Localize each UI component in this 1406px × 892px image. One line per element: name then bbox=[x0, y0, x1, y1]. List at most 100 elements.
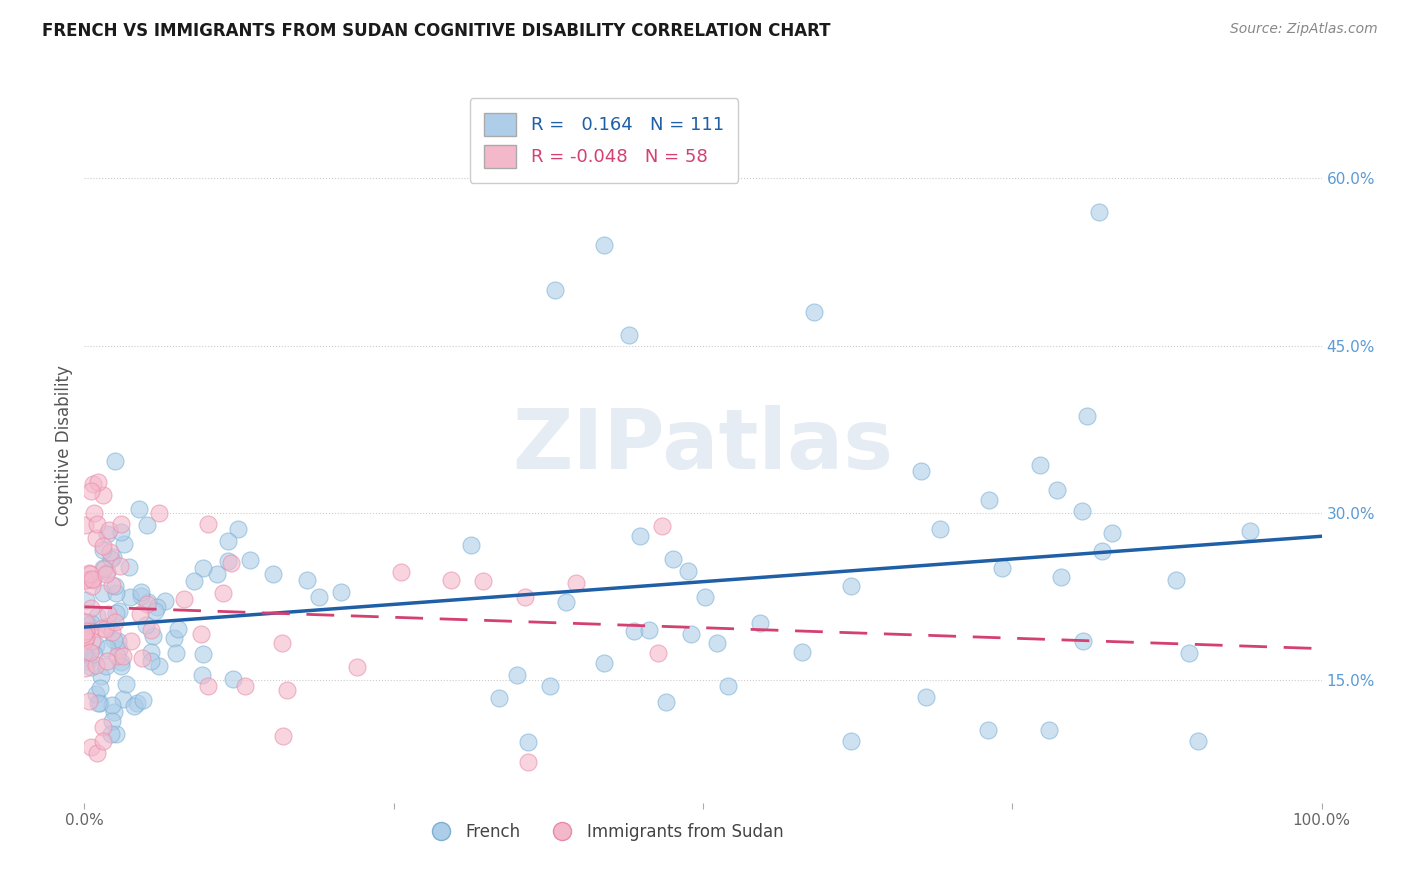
Point bbox=[73, 517, 96, 532]
Point bbox=[173, 592, 195, 607]
Point bbox=[91, 542, 114, 557]
Point bbox=[191, 561, 214, 575]
Text: Source: ZipAtlas.com: Source: ZipAtlas.com bbox=[1230, 22, 1378, 37]
Point bbox=[80, 616, 103, 631]
Point bbox=[77, 566, 100, 581]
Point bbox=[118, 590, 141, 604]
Point bbox=[110, 558, 132, 573]
Point bbox=[107, 604, 129, 618]
Point bbox=[1164, 573, 1187, 587]
Point bbox=[91, 719, 114, 733]
Point bbox=[79, 567, 101, 582]
Point bbox=[82, 574, 104, 588]
Point bbox=[104, 615, 127, 629]
Point bbox=[166, 622, 188, 636]
Point bbox=[91, 539, 114, 553]
Point bbox=[131, 650, 153, 665]
Point bbox=[82, 633, 104, 648]
Point bbox=[98, 523, 121, 537]
Point bbox=[190, 626, 212, 640]
Point bbox=[163, 631, 186, 645]
Point bbox=[976, 723, 998, 738]
Point bbox=[139, 623, 162, 637]
Point bbox=[193, 647, 215, 661]
Point bbox=[103, 633, 125, 648]
Point bbox=[77, 572, 100, 586]
Point bbox=[165, 647, 187, 661]
Point bbox=[217, 533, 239, 548]
Point bbox=[695, 590, 717, 604]
Point bbox=[96, 527, 118, 541]
Point bbox=[96, 654, 118, 668]
Point bbox=[593, 657, 616, 671]
Point bbox=[80, 660, 103, 674]
Point bbox=[153, 594, 176, 608]
Point bbox=[143, 604, 166, 618]
Point bbox=[107, 633, 129, 648]
Point bbox=[146, 599, 169, 614]
Point bbox=[134, 618, 156, 632]
Point bbox=[104, 579, 127, 593]
Point bbox=[749, 616, 772, 631]
Point bbox=[98, 545, 121, 559]
Point bbox=[219, 557, 242, 571]
Point bbox=[148, 658, 170, 673]
Point bbox=[86, 696, 108, 710]
Point bbox=[97, 607, 120, 621]
Point bbox=[73, 661, 96, 675]
Point bbox=[1088, 204, 1111, 219]
Point bbox=[80, 573, 103, 587]
Point bbox=[565, 575, 588, 590]
Point bbox=[516, 734, 538, 748]
Point bbox=[128, 502, 150, 516]
Point bbox=[141, 654, 163, 668]
Point bbox=[271, 729, 294, 743]
Point bbox=[460, 538, 482, 552]
Point bbox=[79, 645, 101, 659]
Point bbox=[101, 714, 124, 728]
Point bbox=[83, 647, 105, 661]
Point bbox=[86, 475, 108, 490]
Point bbox=[1239, 524, 1261, 539]
Point bbox=[1029, 458, 1052, 472]
Point bbox=[77, 651, 100, 665]
Point bbox=[262, 566, 284, 581]
Point bbox=[101, 550, 124, 565]
Point bbox=[86, 658, 108, 673]
Point bbox=[77, 619, 100, 633]
Point bbox=[86, 746, 108, 760]
Point bbox=[80, 601, 103, 615]
Point bbox=[84, 532, 107, 546]
Point bbox=[120, 634, 142, 648]
Point bbox=[100, 698, 122, 713]
Point bbox=[839, 578, 862, 592]
Point bbox=[79, 694, 101, 708]
Point bbox=[506, 667, 529, 681]
Point bbox=[389, 565, 412, 579]
Point bbox=[107, 641, 129, 656]
Point bbox=[233, 679, 256, 693]
Point bbox=[96, 567, 118, 582]
Point bbox=[647, 646, 669, 660]
Point bbox=[239, 553, 262, 567]
Point bbox=[276, 682, 298, 697]
Point bbox=[803, 305, 825, 319]
Point bbox=[655, 696, 678, 710]
Point bbox=[979, 493, 1001, 508]
Point bbox=[228, 522, 250, 536]
Point bbox=[136, 597, 159, 611]
Legend: French, Immigrants from Sudan: French, Immigrants from Sudan bbox=[418, 817, 790, 848]
Point bbox=[101, 577, 124, 591]
Point bbox=[129, 584, 152, 599]
Point bbox=[617, 327, 640, 342]
Point bbox=[97, 619, 120, 633]
Point bbox=[86, 608, 108, 623]
Point bbox=[308, 590, 330, 604]
Point bbox=[110, 659, 132, 673]
Point bbox=[1091, 544, 1114, 558]
Point bbox=[73, 573, 96, 587]
Point bbox=[543, 283, 565, 297]
Point bbox=[89, 697, 111, 711]
Text: FRENCH VS IMMIGRANTS FROM SUDAN COGNITIVE DISABILITY CORRELATION CHART: FRENCH VS IMMIGRANTS FROM SUDAN COGNITIV… bbox=[42, 22, 831, 40]
Point bbox=[1101, 525, 1123, 540]
